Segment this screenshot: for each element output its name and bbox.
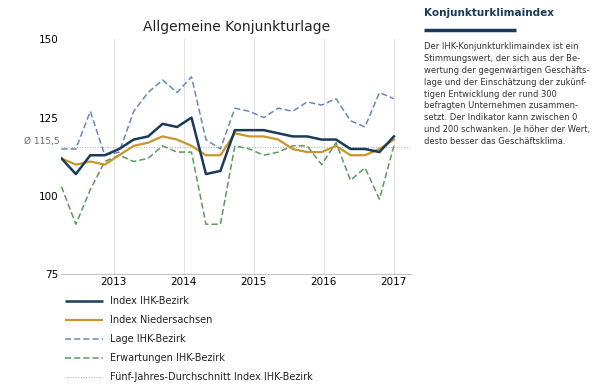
Text: Index Niedersachsen: Index Niedersachsen <box>111 315 213 325</box>
Text: Fünf-Jahres-Durchschnitt Index IHK-Bezirk: Fünf-Jahres-Durchschnitt Index IHK-Bezir… <box>111 372 313 382</box>
Title: Allgemeine Konjunkturlage: Allgemeine Konjunkturlage <box>143 20 330 34</box>
Text: Index IHK-Bezirk: Index IHK-Bezirk <box>111 296 189 307</box>
Text: Lage IHK-Bezirk: Lage IHK-Bezirk <box>111 334 186 344</box>
Text: Der IHK-Konjunkturklimaindex ist ein
Stimmungswert, der sich aus der Be-
wertung: Der IHK-Konjunkturklimaindex ist ein Sti… <box>424 42 590 146</box>
Text: Ø 115,5: Ø 115,5 <box>24 137 60 146</box>
Text: Erwartungen IHK-Bezirk: Erwartungen IHK-Bezirk <box>111 353 225 363</box>
Text: Konjunkturklimaindex: Konjunkturklimaindex <box>424 8 554 18</box>
